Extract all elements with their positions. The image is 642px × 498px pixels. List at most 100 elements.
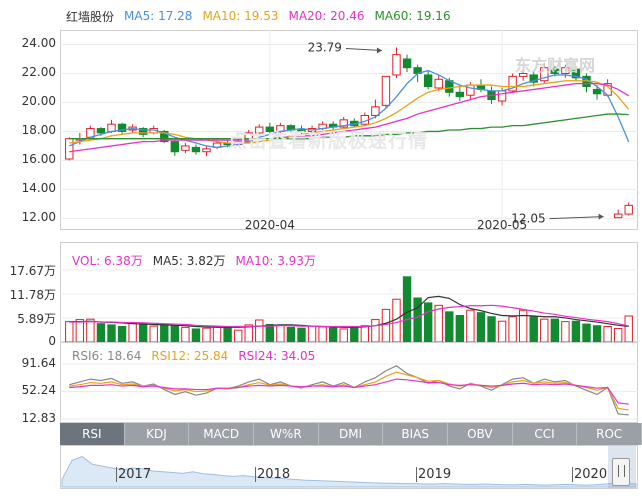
- candle: [170, 140, 180, 157]
- candle: [518, 69, 528, 81]
- volume-bar: [550, 318, 560, 342]
- candle: [381, 75, 391, 109]
- volume-bar: [529, 316, 538, 342]
- legend-ma20: MA20: 20.46: [288, 9, 365, 23]
- volume-bar: [613, 328, 623, 342]
- volume-bar: [202, 327, 211, 342]
- y-tick-label: 91.64: [21, 356, 56, 370]
- tab-roc[interactable]: ROC: [577, 423, 642, 445]
- candle: [65, 137, 74, 161]
- tab-cci[interactable]: CCI: [512, 423, 578, 445]
- annotation-low: 12.05: [511, 212, 545, 226]
- rsi-line-rsi24: [69, 378, 629, 405]
- rsi-line-rsi6: [69, 365, 629, 416]
- tab-macd[interactable]: MACD: [189, 423, 255, 445]
- annotation-arrowhead: [376, 47, 382, 54]
- watermark-brand: 东方财富网: [515, 56, 596, 75]
- volume-bar: [497, 320, 507, 342]
- candle: [392, 47, 401, 78]
- legend-ma10: MA10: 19.53: [202, 9, 279, 23]
- volume-bar: [255, 319, 264, 342]
- volume-bar: [592, 325, 602, 342]
- volume-bar: [233, 329, 243, 342]
- candle: [265, 122, 275, 135]
- volume-bar: [170, 325, 180, 342]
- time-navigator[interactable]: [60, 445, 638, 489]
- y-tick-label: 16.00: [21, 152, 56, 167]
- volume-legend: VOL: 6.38万 MA5: 3.82万 MA10: 3.93万: [72, 250, 316, 270]
- volume-bar: [65, 321, 74, 342]
- volume-bar: [212, 326, 222, 342]
- y-tick-label: 0: [48, 334, 56, 348]
- volume-bar: [624, 315, 633, 342]
- candle: [624, 202, 633, 216]
- volume-bar: [328, 327, 338, 342]
- grip-icon: [618, 465, 625, 477]
- legend-vol: VOL: 6.38万: [72, 253, 143, 268]
- price-legend: 红墙股份 MA5: 17.28 MA10: 19.53 MA20: 20.46 …: [66, 6, 451, 26]
- candle: [603, 79, 612, 97]
- navigator-year-label: 2017: [116, 467, 152, 482]
- volume-bar: [434, 304, 443, 342]
- tab-rsi[interactable]: RSI: [60, 423, 125, 445]
- navigator-handle[interactable]: [612, 458, 630, 486]
- line-ma10: [69, 80, 630, 144]
- candle: [613, 209, 623, 219]
- volume-bar: [138, 323, 148, 342]
- tab-kdj[interactable]: KDJ: [124, 423, 190, 445]
- navigator-year-label: 2019: [416, 467, 452, 482]
- volume-bar: [128, 322, 137, 342]
- y-tick-label: 5.89万: [17, 312, 56, 326]
- y-tick-label: 22.00: [21, 65, 56, 80]
- navigator-area: [61, 456, 637, 488]
- candle: [339, 116, 348, 129]
- candle: [561, 64, 570, 78]
- panel-border: [60, 30, 638, 230]
- y-tick-label: 24.00: [21, 36, 56, 51]
- line-ma20: [69, 82, 630, 153]
- volume-bar: [86, 318, 95, 342]
- annotation-arrowhead: [598, 213, 604, 220]
- candle: [571, 66, 581, 81]
- y-tick-label: 12.00: [21, 210, 56, 225]
- candle: [181, 143, 190, 154]
- tab-wr[interactable]: W%R: [254, 423, 319, 445]
- volume-bar: [223, 326, 232, 342]
- volume-bar: [413, 297, 422, 342]
- watermark-text: 点击查看新版极速行情: [228, 130, 429, 152]
- volume-bar: [297, 327, 306, 342]
- y-tick-label: 52.24: [21, 383, 56, 398]
- tab-dmi[interactable]: DMI: [318, 423, 384, 445]
- candle: [117, 122, 127, 135]
- annotation-arrow: [345, 48, 382, 52]
- volume-bar: [445, 311, 454, 342]
- volume-bar: [96, 323, 106, 342]
- y-tick-label: 11.78万: [9, 288, 56, 302]
- x-tick-label: 2020-04: [244, 218, 295, 232]
- volume-bar: [149, 325, 158, 342]
- volume-line-ma5: [69, 295, 629, 328]
- candle: [455, 85, 465, 102]
- volume-bar: [360, 325, 370, 342]
- legend-rsi24: RSI24: 34.05: [238, 349, 316, 363]
- volume-bar: [181, 326, 190, 342]
- legend-rsi6: RSI6: 18.64: [72, 349, 142, 363]
- tab-bias[interactable]: BIAS: [383, 423, 449, 445]
- y-tick-label: 14.00: [21, 181, 56, 196]
- candle: [423, 70, 433, 90]
- annotation-arrow: [549, 216, 604, 220]
- navigator-year-label: 2020: [572, 467, 608, 482]
- volume-bar: [75, 319, 85, 342]
- candle: [540, 63, 549, 84]
- candle: [434, 74, 443, 91]
- legend-vol-ma5: MA5: 3.82万: [152, 253, 226, 268]
- line-ma60: [69, 113, 629, 140]
- navigator-year-label: 2018: [255, 467, 291, 482]
- rsi-legend: RSI6: 18.64 RSI12: 25.84 RSI24: 34.05: [72, 346, 315, 366]
- candle: [371, 99, 380, 119]
- tab-obv[interactable]: OBV: [448, 423, 513, 445]
- candle: [160, 130, 169, 144]
- candle: [402, 54, 412, 73]
- stock-name: 红墙股份: [66, 9, 115, 24]
